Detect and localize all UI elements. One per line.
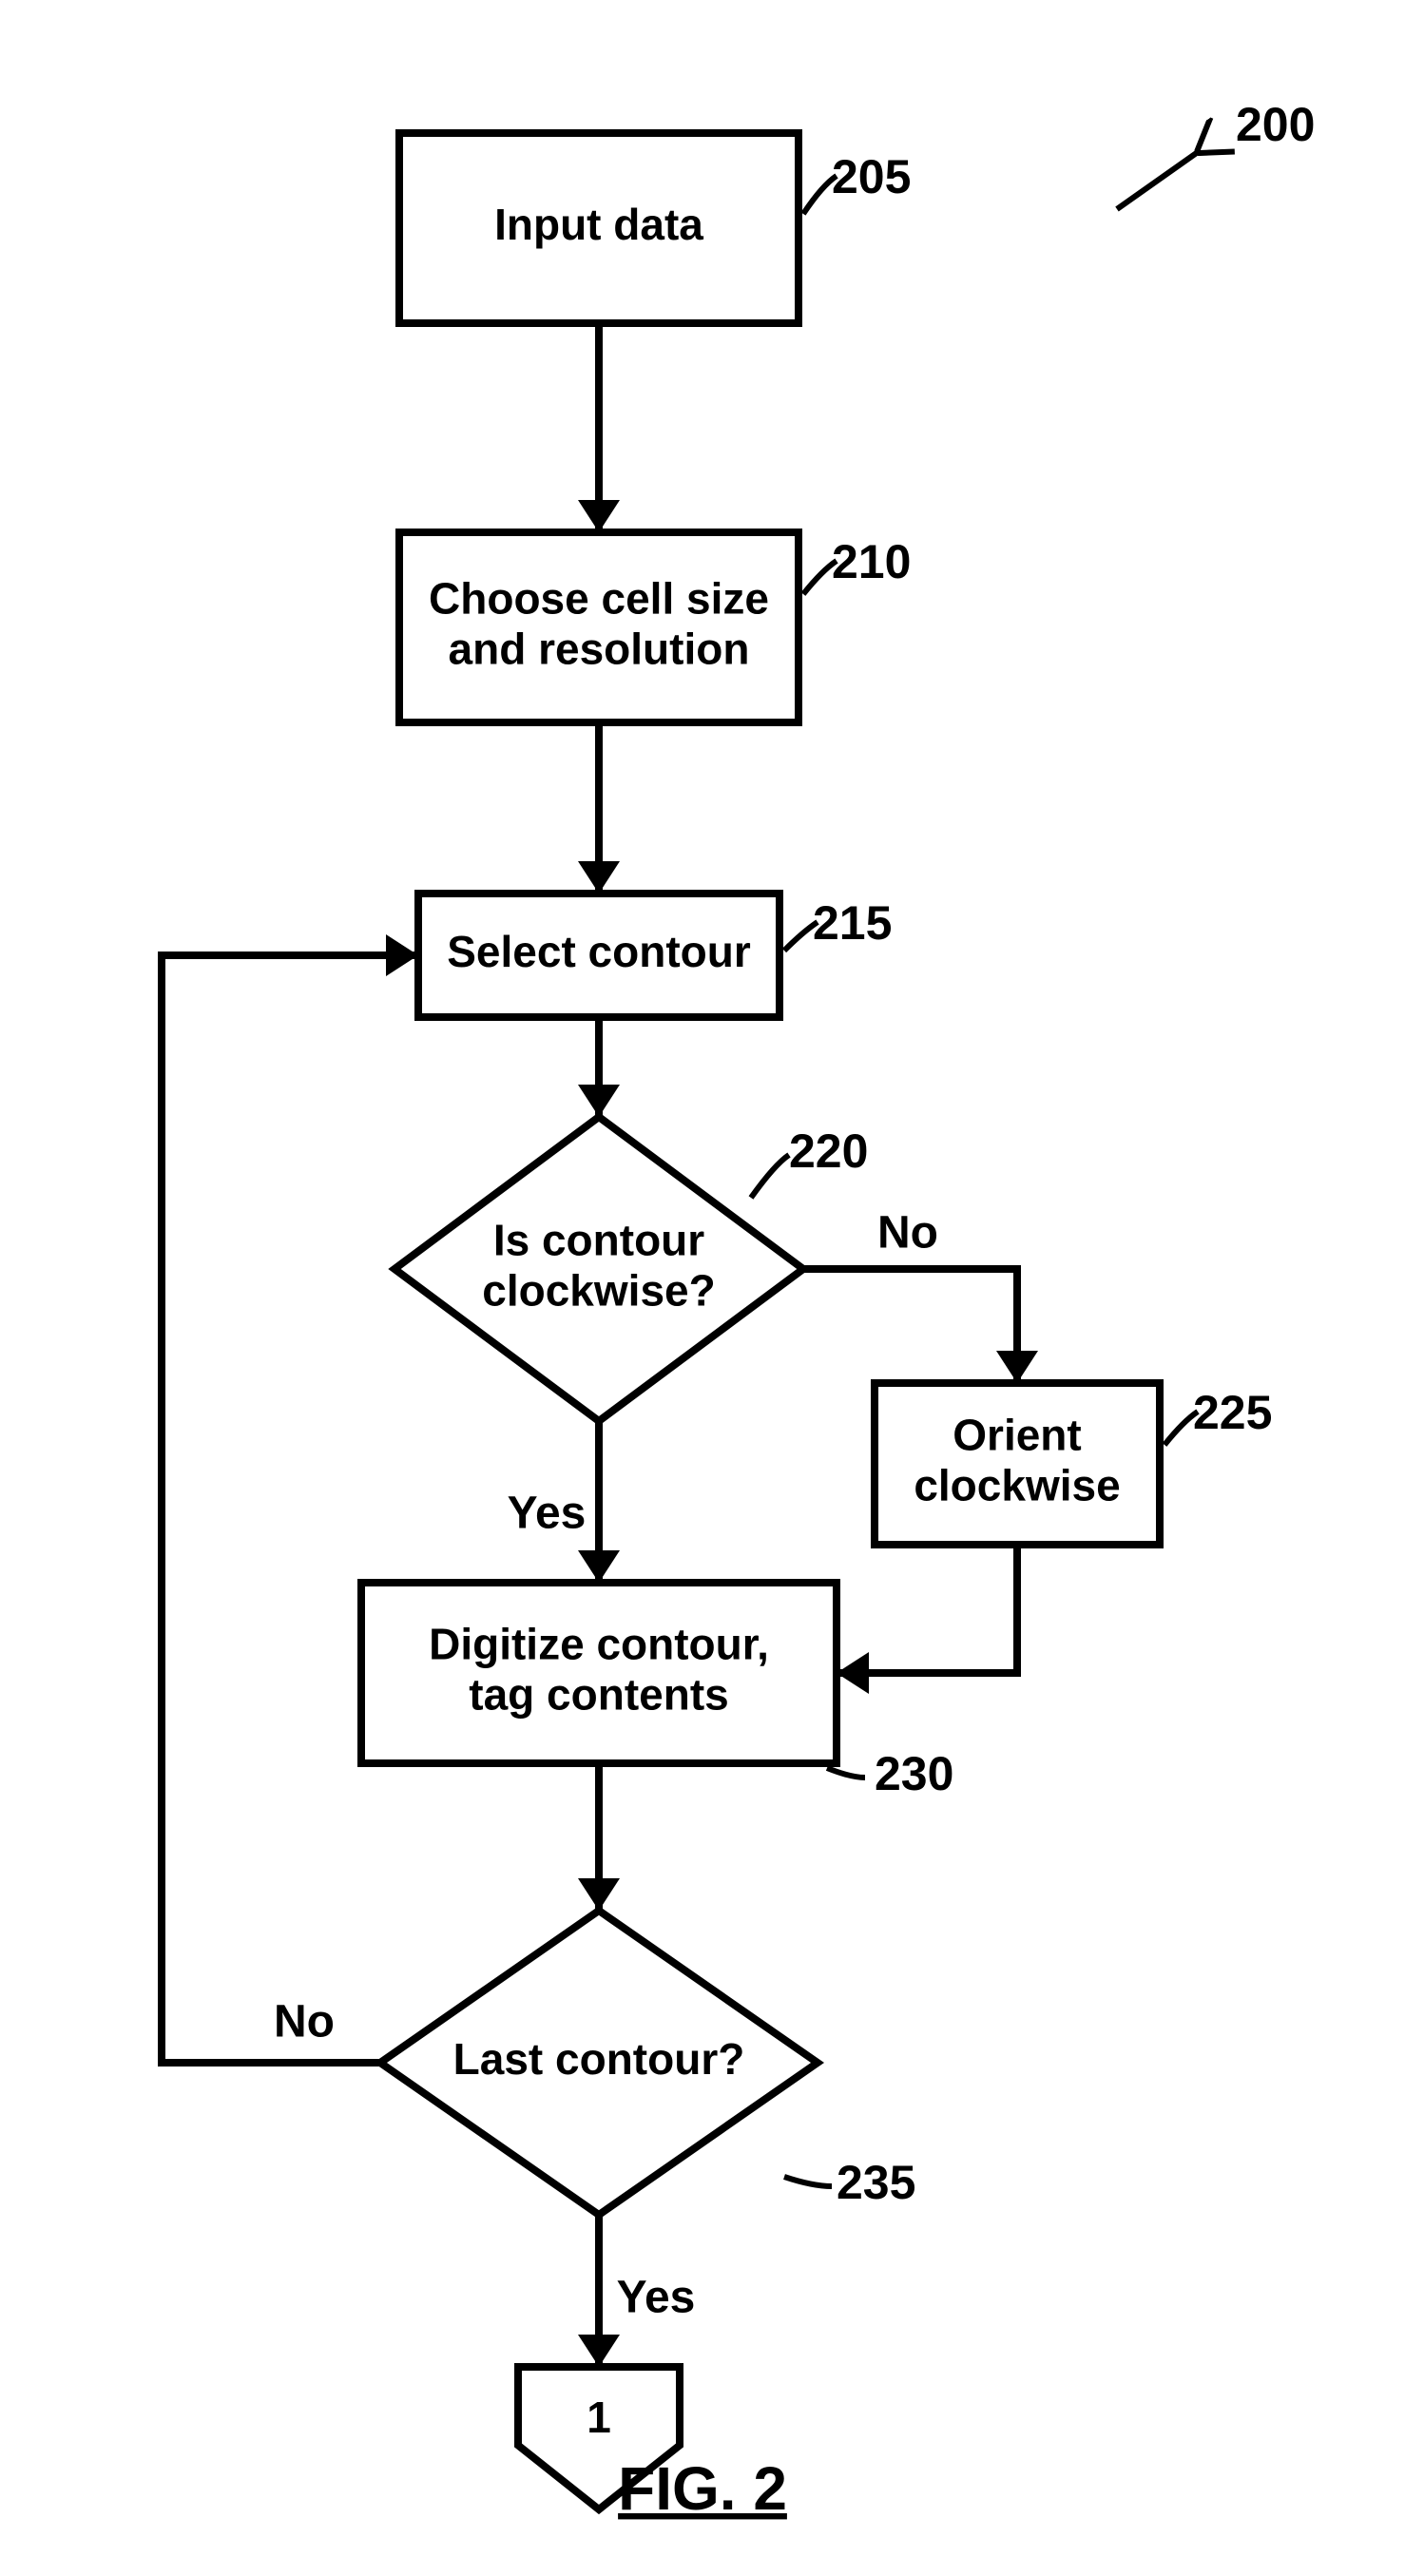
ref-lead-n220	[751, 1155, 789, 1198]
ref-n235: 235	[837, 2156, 915, 2209]
edge-label-e4: Yes	[508, 1489, 587, 1539]
ref-lead-n235	[784, 2177, 832, 2186]
node-text-n205: Input data	[494, 200, 703, 249]
node-n225: Orientclockwise	[875, 1383, 1160, 1545]
ref-lead-n230	[827, 1768, 865, 1778]
edge-label-e5: No	[877, 1208, 938, 1259]
ref-lead-fig	[1117, 152, 1198, 209]
ref-n220: 220	[789, 1125, 868, 1178]
node-text-n230: tag contents	[469, 1670, 728, 1720]
node-text-n215: Select contour	[447, 927, 751, 976]
ref-n205: 205	[832, 150, 911, 203]
ref-fig: 200	[1236, 98, 1315, 151]
edge-label-e8: Yes	[617, 2273, 696, 2323]
node-n230: Digitize contour,tag contents	[361, 1583, 837, 1763]
node-text-n225: Orient	[953, 1411, 1081, 1460]
node-text-n220: Is contour	[493, 1216, 704, 1265]
edge-label-e9: No	[274, 1997, 335, 2047]
node-n215: Select contour	[418, 894, 779, 1017]
ref-n210: 210	[832, 535, 911, 588]
node-n205: Input data	[399, 133, 799, 323]
ref-n225: 225	[1193, 1386, 1272, 1439]
edge-e6	[837, 1545, 1017, 1673]
figure-label: FIG. 2	[618, 2454, 787, 2523]
node-text-n230: Digitize contour,	[429, 1620, 769, 1669]
node-text-n235: Last contour?	[453, 2034, 745, 2084]
node-n235: Last contour?	[380, 1911, 818, 2215]
edge-e5	[803, 1269, 1017, 1383]
node-text-n210: and resolution	[449, 625, 750, 674]
node-text-conn1: 1	[587, 2393, 611, 2442]
node-text-n225: clockwise	[914, 1461, 1120, 1510]
node-n220: Is contourclockwise?	[395, 1117, 803, 1421]
ref-n215: 215	[813, 896, 892, 950]
ref-n230: 230	[875, 1747, 953, 1800]
node-n210: Choose cell sizeand resolution	[399, 532, 799, 722]
node-text-n220: clockwise?	[482, 1266, 715, 1316]
edge-e9	[162, 955, 418, 2063]
node-text-n210: Choose cell size	[429, 574, 769, 624]
